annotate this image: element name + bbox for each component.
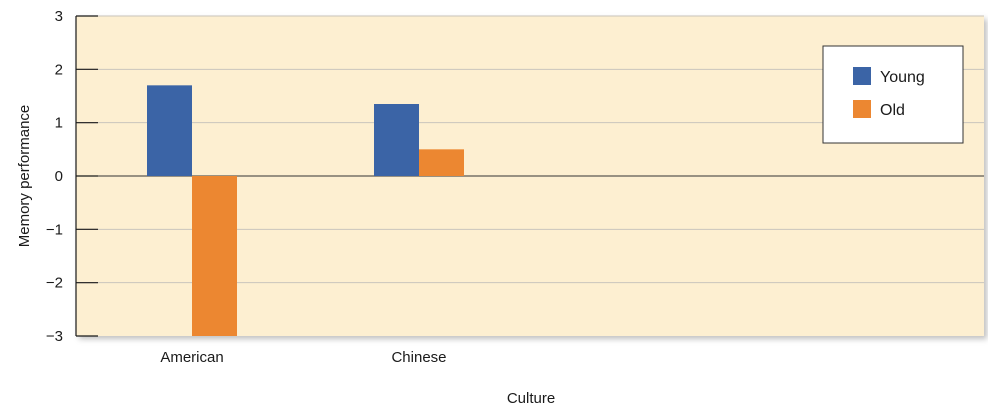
legend-items: Young Old (853, 67, 925, 119)
y-axis-title: Memory performance (16, 105, 33, 248)
legend-box (822, 45, 964, 144)
bar-young-american (147, 85, 192, 176)
y-tick-label: −1 (46, 221, 63, 238)
legend: Young Old (822, 45, 964, 144)
legend-label-old: Old (880, 102, 905, 119)
y-tick-label: 3 (55, 8, 63, 25)
bar-old-chinese (419, 149, 464, 176)
y-axis-ticks: 3 2 1 0 −1 −2 −3 (46, 8, 98, 345)
bars (147, 85, 464, 336)
category-label-american: American (160, 349, 223, 366)
legend-label-young: Young (880, 69, 925, 86)
y-tick-label: 2 (55, 61, 63, 78)
legend-swatch-old (853, 100, 871, 118)
y-tick-label: 0 (55, 168, 63, 185)
x-axis-title: Culture (507, 390, 555, 406)
y-tick-label: −2 (46, 275, 63, 292)
legend-swatch-young (853, 67, 871, 85)
category-label-chinese: Chinese (391, 349, 446, 366)
bar-young-chinese (374, 104, 419, 176)
y-tick-label: −3 (46, 328, 63, 345)
bar-old-american (192, 176, 237, 336)
y-tick-label: 1 (55, 115, 63, 132)
x-axis-category-labels: American Chinese (160, 349, 446, 366)
